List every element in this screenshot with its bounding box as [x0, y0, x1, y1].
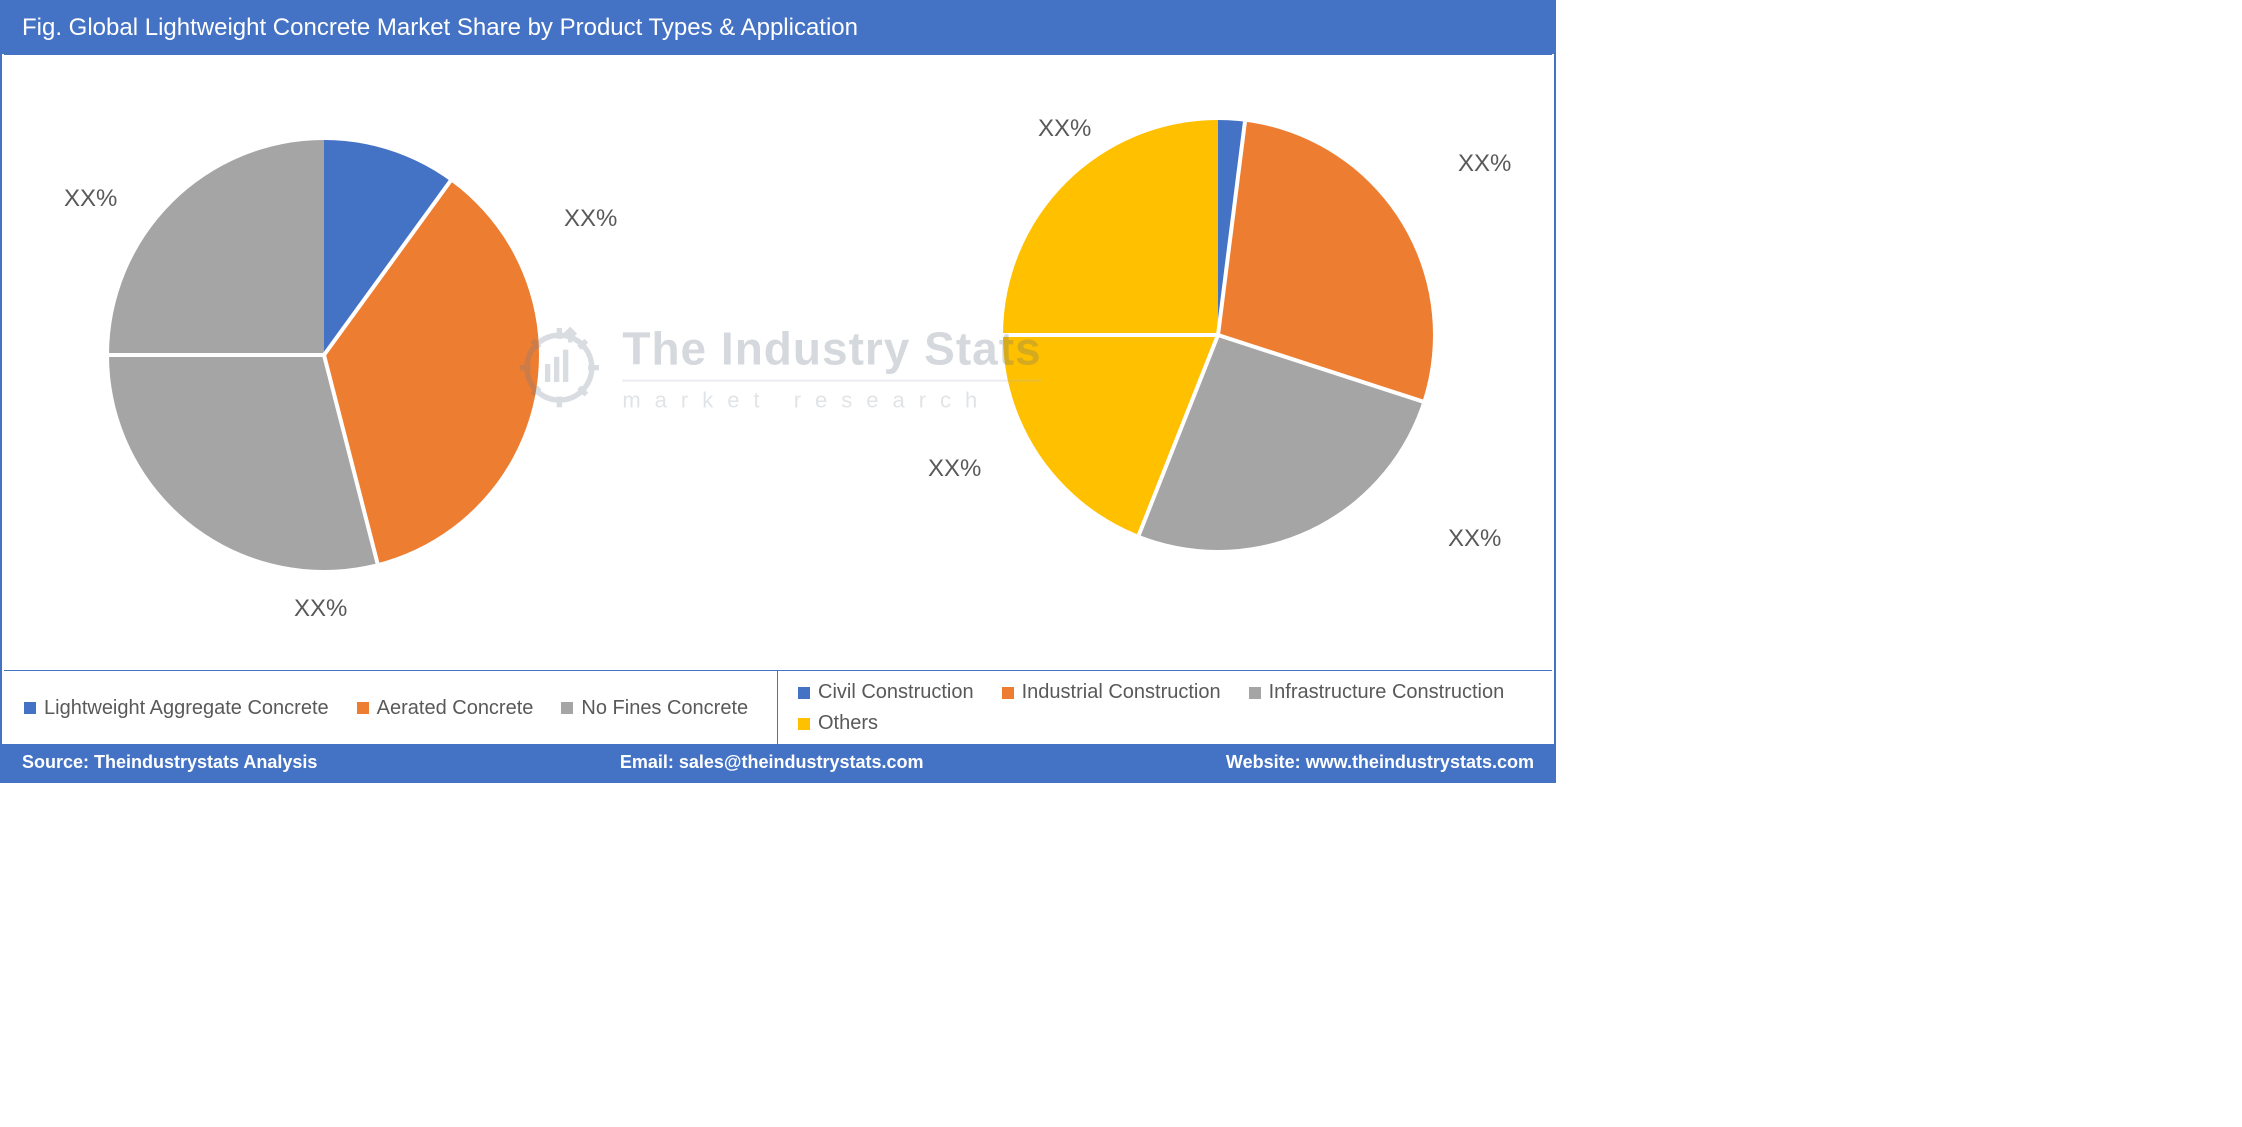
footer-bar: Source: Theindustrystats Analysis Email:… [2, 744, 1554, 781]
chart-frame: Fig. Global Lightweight Concrete Market … [0, 0, 1556, 783]
chart-title: Fig. Global Lightweight Concrete Market … [2, 2, 1554, 54]
pie-chart-product-types: XX% XX% XX% [4, 55, 778, 695]
legend-swatch [798, 687, 810, 699]
legend-item: Civil Construction [798, 681, 974, 704]
legend-label: Industrial Construction [1022, 681, 1221, 704]
charts-row: XX% XX% XX% XX% XX% XX% XX% [4, 55, 1552, 695]
slice-data-label: XX% [64, 185, 117, 213]
slice-data-label: XX% [1448, 525, 1501, 553]
legend-swatch [24, 702, 36, 714]
legend-application: Civil Construction Industrial Constructio… [778, 671, 1552, 745]
legend-label: Others [818, 712, 878, 735]
footer-source: Source: Theindustrystats Analysis [22, 752, 317, 773]
slice-data-label: XX% [1458, 150, 1511, 178]
pie-separator [1003, 333, 1218, 337]
slice-data-label: XX% [564, 205, 617, 233]
pie-separator [109, 353, 324, 357]
legend-label: No Fines Concrete [581, 697, 748, 720]
legend-label: Infrastructure Construction [1269, 681, 1505, 704]
legend-item: Others [798, 712, 878, 735]
legend-label: Aerated Concrete [377, 697, 534, 720]
legend-label: Civil Construction [818, 681, 974, 704]
legend-label: Lightweight Aggregate Concrete [44, 697, 329, 720]
legend-item: Industrial Construction [1002, 681, 1221, 704]
legend-product-types: Lightweight Aggregate Concrete Aerated Co… [4, 671, 778, 745]
pie-chart-application: XX% XX% XX% XX% [778, 55, 1552, 695]
content-area: XX% XX% XX% XX% XX% XX% XX% [4, 54, 1552, 745]
legend-swatch [1002, 687, 1014, 699]
legend-item: Aerated Concrete [357, 697, 534, 720]
slice-data-label: XX% [1038, 115, 1091, 143]
legend-row: Lightweight Aggregate Concrete Aerated Co… [4, 670, 1552, 745]
legend-swatch [798, 718, 810, 730]
legend-item: Lightweight Aggregate Concrete [24, 697, 329, 720]
legend-swatch [1249, 687, 1261, 699]
legend-item: Infrastructure Construction [1249, 681, 1505, 704]
legend-swatch [561, 702, 573, 714]
footer-email: Email: sales@theindustrystats.com [620, 752, 924, 773]
footer-website: Website: www.theindustrystats.com [1226, 752, 1534, 773]
legend-item: No Fines Concrete [561, 697, 748, 720]
legend-swatch [357, 702, 369, 714]
slice-data-label: XX% [294, 595, 347, 623]
slice-data-label: XX% [928, 455, 981, 483]
